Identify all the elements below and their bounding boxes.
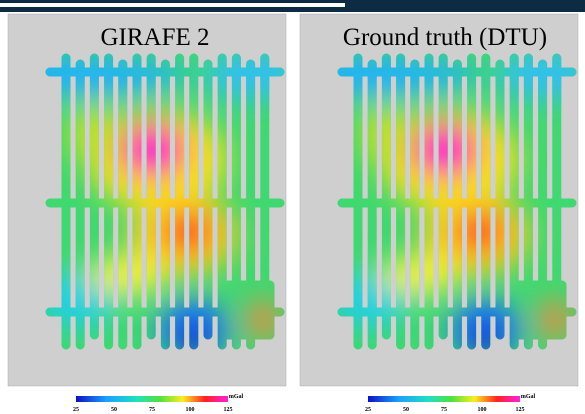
top-rule: [0, 3, 345, 7]
figure: 25 50 75 100 125 mGal 25 50 75 100 125 mGal GIRAFE 2…: [0, 0, 585, 414]
panel-title: GIRAFE 2: [100, 24, 209, 51]
colorbar-tick-label: 50: [111, 407, 117, 413]
colorbar-unit: mGal: [229, 394, 244, 400]
colorbar-tick-label: 25: [365, 407, 371, 413]
colorbar-tick-label: 125: [224, 407, 233, 413]
colorbar: [76, 396, 228, 402]
field-blob: [248, 300, 278, 340]
colorbar-tick-label: 25: [73, 407, 79, 413]
colorbar-tick-label: 75: [441, 407, 447, 413]
field-blob: [423, 132, 467, 168]
colorbar-tick-label: 50: [403, 407, 409, 413]
field-blob: [131, 132, 175, 168]
colorbar-tick-label: 100: [186, 407, 195, 413]
colorbar-tick-label: 125: [516, 407, 525, 413]
colorbar-unit: mGal: [521, 394, 536, 400]
colorbar: [368, 396, 520, 402]
page: 25 50 75 100 125 mGal 25 50 75 100 125 mGal GIRAFE 2…: [0, 0, 585, 414]
colorbar-tick-label: 75: [149, 407, 155, 413]
colorbar-tick-label: 100: [478, 407, 487, 413]
panel-title: Ground truth (DTU): [343, 24, 547, 51]
field-blob: [540, 300, 570, 340]
